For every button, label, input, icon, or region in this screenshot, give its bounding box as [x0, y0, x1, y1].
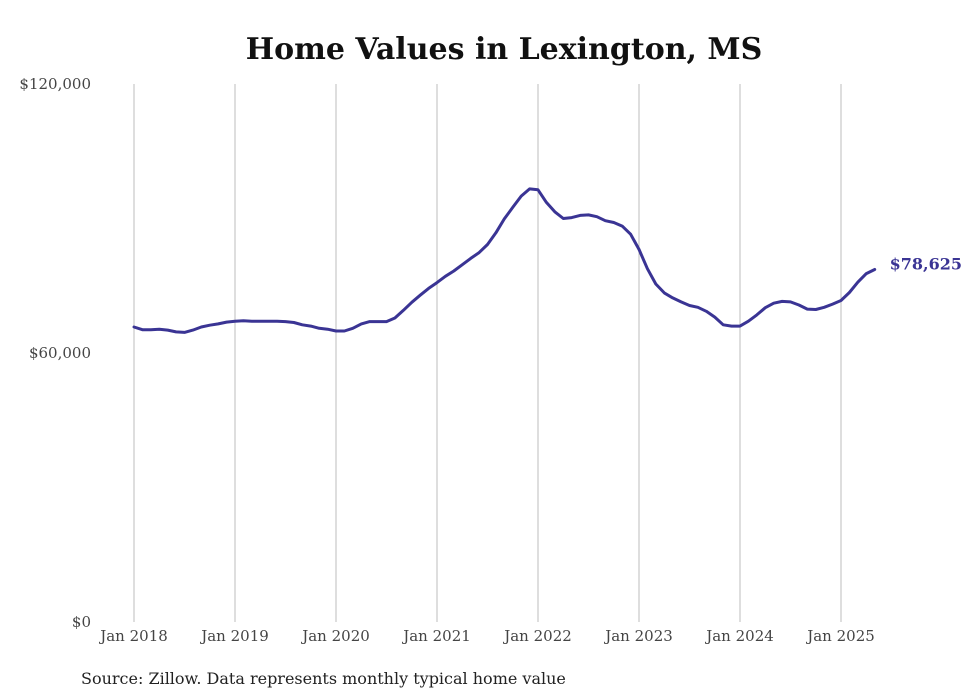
x-tick-label: Jan 2024 — [704, 627, 774, 645]
x-tick-label: Jan 2025 — [805, 627, 875, 645]
series-group: $78,625 — [132, 187, 962, 334]
chart-title: Home Values in Lexington, MS — [246, 32, 763, 67]
x-tick-label: Jan 2018 — [98, 627, 168, 645]
x-tick-label: Jan 2023 — [603, 627, 673, 645]
x-tick-label: Jan 2022 — [502, 627, 572, 645]
y-tick-label: $0 — [72, 613, 91, 631]
x-axis-tick-labels: Jan 2018 Jan 2019 Jan 2020 Jan 2021 Jan 2022… — [98, 627, 875, 645]
source-note: Source: Zillow. Data represents monthly … — [81, 669, 566, 688]
series-line — [132, 187, 877, 334]
x-tick-label: Jan 2020 — [300, 627, 370, 645]
y-tick-label: $60,000 — [29, 344, 91, 362]
x-tick-label: Jan 2019 — [199, 627, 269, 645]
y-axis-tick-labels: $0 $60,000 $120,000 — [19, 75, 91, 631]
series-end-value-label: $78,625 — [890, 254, 962, 273]
vertical-gridlines — [133, 84, 842, 622]
y-tick-label: $120,000 — [19, 75, 91, 93]
x-tick-label: Jan 2021 — [401, 627, 471, 645]
